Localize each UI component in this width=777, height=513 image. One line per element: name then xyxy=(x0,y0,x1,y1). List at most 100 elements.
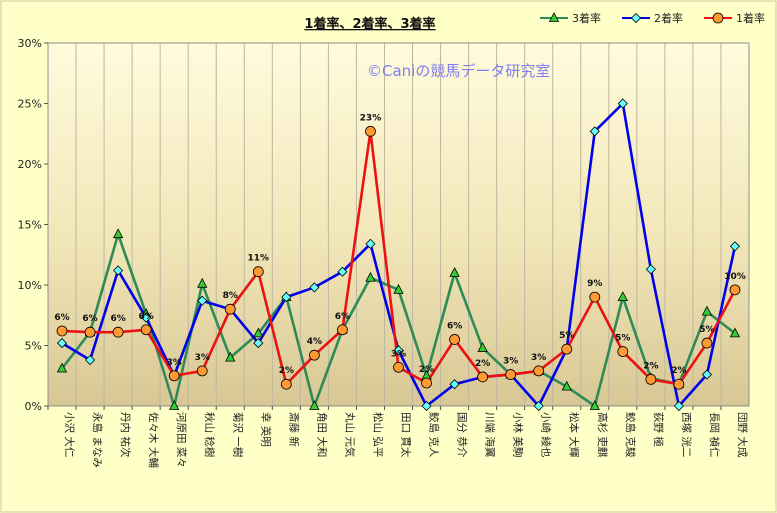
data-point xyxy=(337,266,348,277)
data-point xyxy=(449,379,460,390)
x-tick-label: 高杉 吏麒 xyxy=(596,412,609,458)
x-tick-label: 鮫島 克人 xyxy=(428,412,441,458)
data-point xyxy=(365,238,376,249)
data-point xyxy=(477,371,489,383)
data-point xyxy=(533,400,544,412)
data-label: 5% xyxy=(559,331,574,341)
x-tick-label: 小崎 綾也 xyxy=(540,412,553,457)
x-tick-label: 丸山 元気 xyxy=(343,412,356,458)
data-point xyxy=(197,295,208,306)
data-label: 5% xyxy=(699,325,714,335)
x-tick-label: 斎藤 新 xyxy=(287,412,300,447)
x-tick-label: 佐々木 大輔 xyxy=(147,412,160,468)
data-point xyxy=(561,380,572,391)
data-label: 3% xyxy=(195,353,210,363)
data-point xyxy=(365,125,376,137)
data-point xyxy=(589,126,600,137)
data-point xyxy=(141,312,152,323)
data-point xyxy=(308,349,320,361)
data-point xyxy=(561,343,573,355)
data-point xyxy=(140,324,152,336)
data-point xyxy=(169,400,180,410)
x-tick-label: 田口 貫太 xyxy=(400,412,413,458)
data-point xyxy=(196,365,208,377)
legend-label: 2着率 xyxy=(654,11,683,25)
data-point xyxy=(729,284,741,296)
x-tick-label: 鮫島 克駿 xyxy=(624,412,637,458)
data-label: 6% xyxy=(82,314,97,324)
data-label: 8% xyxy=(223,291,238,301)
data-point xyxy=(533,365,545,377)
x-tick-label: 小沢 大仁 xyxy=(63,412,76,457)
x-tick-label: 菊沢 一樹 xyxy=(231,412,244,458)
x-tick-label: 小林 美駒 xyxy=(512,412,525,457)
data-point xyxy=(309,282,320,293)
legend-label: 1着率 xyxy=(736,11,765,25)
data-label: 6% xyxy=(447,321,462,331)
data-point xyxy=(393,361,404,373)
data-label: 2% xyxy=(419,365,434,375)
data-label: 2% xyxy=(671,366,686,376)
data-point xyxy=(645,264,656,275)
data-label: 3% xyxy=(531,353,546,363)
data-point xyxy=(253,338,264,349)
y-tick-label: 25% xyxy=(18,98,42,111)
data-label: 10% xyxy=(724,272,746,282)
legend-label: 3着率 xyxy=(572,11,601,25)
data-point xyxy=(56,362,68,373)
data-point xyxy=(617,346,629,357)
data-label: 3% xyxy=(391,349,406,359)
x-tick-label: 丹内 祐次 xyxy=(119,412,132,458)
data-point xyxy=(112,326,124,338)
data-point xyxy=(701,369,713,380)
x-tick-label: 永島 まなみ xyxy=(91,412,104,468)
y-tick-label: 0% xyxy=(25,400,42,413)
data-point xyxy=(617,98,628,109)
legend-marker xyxy=(630,12,642,24)
data-point xyxy=(617,291,628,302)
data-label: 23% xyxy=(360,113,382,123)
data-label: 6% xyxy=(138,312,153,322)
data-point xyxy=(421,377,432,389)
data-point xyxy=(56,325,68,337)
data-point xyxy=(365,271,376,282)
data-point xyxy=(112,228,124,239)
y-tick-label: 5% xyxy=(25,340,42,353)
legend-marker xyxy=(548,12,560,22)
data-point xyxy=(701,305,713,316)
data-point xyxy=(729,241,741,252)
legend-marker xyxy=(712,12,724,24)
data-label: 3% xyxy=(167,358,182,368)
data-label: 6% xyxy=(335,312,350,322)
data-point xyxy=(337,324,348,336)
x-tick-label: 松本 大輝 xyxy=(568,412,581,458)
data-point xyxy=(673,400,684,412)
x-tick-label: 松山 弘平 xyxy=(371,412,384,457)
data-point xyxy=(56,338,68,349)
x-tick-label: 国分 恭介 xyxy=(456,412,469,458)
data-label: 2% xyxy=(643,361,658,371)
data-label: 11% xyxy=(248,254,270,264)
data-point xyxy=(449,334,460,345)
data-point xyxy=(281,292,292,303)
x-tick-label: 川端 海翼 xyxy=(484,412,497,458)
data-point xyxy=(309,400,320,410)
data-label: 2% xyxy=(475,359,490,369)
data-point xyxy=(449,267,460,277)
data-point xyxy=(477,342,488,352)
data-point xyxy=(84,354,96,366)
data-point xyxy=(505,369,517,380)
y-tick-label: 20% xyxy=(18,158,42,171)
data-point xyxy=(589,400,600,410)
data-label: 6% xyxy=(54,313,69,323)
chart-title: 1着率、2着率、3着率 xyxy=(304,16,435,32)
data-label: 5% xyxy=(615,334,630,344)
data-point xyxy=(225,351,236,362)
data-point xyxy=(253,327,264,338)
data-label: 6% xyxy=(110,314,125,324)
x-tick-label: 角田 大和 xyxy=(315,412,328,457)
x-tick-label: 荻野 極 xyxy=(652,412,665,447)
